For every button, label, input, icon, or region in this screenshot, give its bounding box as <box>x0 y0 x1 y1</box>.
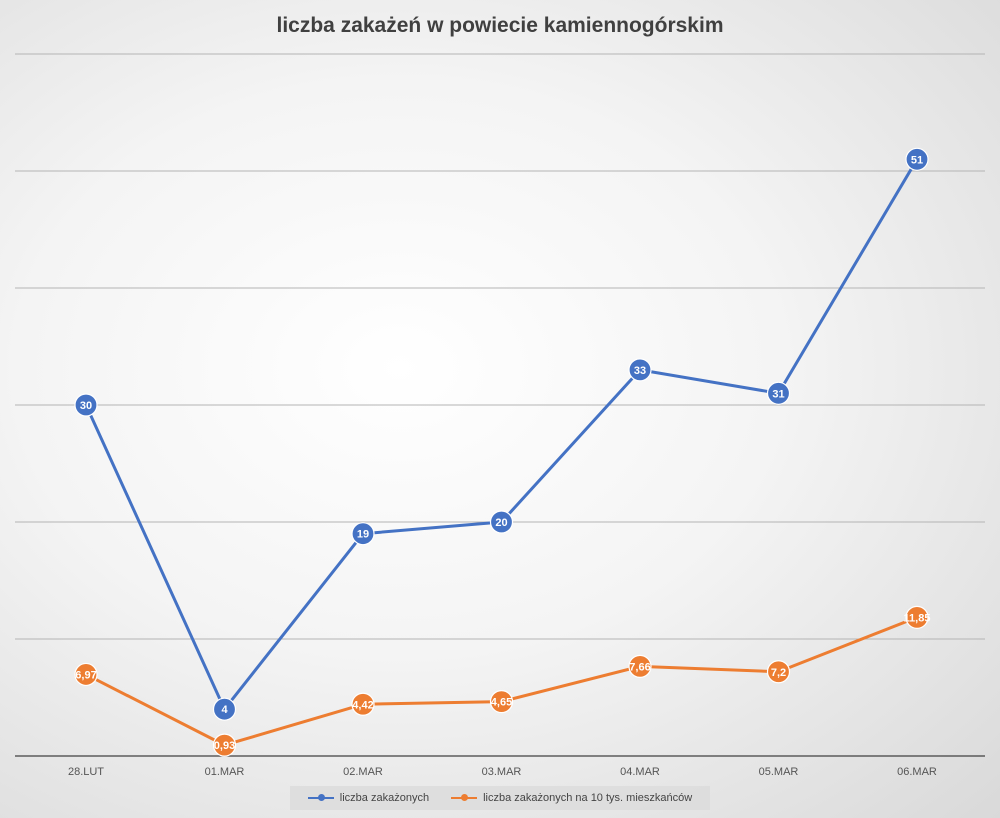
legend-label-series-2: liczba zakażonych na 10 tys. mieszkańców <box>483 792 693 804</box>
data-label-s2-5: 7,2 <box>771 667 786 679</box>
data-label-s2-4: 7,66 <box>629 661 650 673</box>
legend-label-series-1: liczba zakażonych <box>339 792 430 804</box>
data-point-s2-2 <box>351 692 375 716</box>
data-label-s2-1: 0,93 <box>214 740 235 752</box>
data-label-s1-5: 31 <box>772 388 784 400</box>
legend-swatch-series-1 <box>307 794 334 801</box>
legend: liczba zakażonych liczba zakażonych na 1… <box>290 786 710 810</box>
legend-swatch-series-2 <box>451 794 478 801</box>
x-tick-label-6: 06.MAR <box>897 766 937 778</box>
data-label-s1-4: 33 <box>634 365 646 377</box>
data-label-s1-0: 30 <box>80 400 92 412</box>
x-tick-label-1: 01.MAR <box>205 766 245 778</box>
data-label-s2-2: 4,42 <box>352 699 373 711</box>
data-point-s2-6 <box>905 605 929 629</box>
data-point-s2-1 <box>212 733 237 757</box>
x-tick-label-5: 05.MAR <box>759 766 799 778</box>
data-label-s1-1: 4 <box>221 704 228 716</box>
x-tick-label-2: 02.MAR <box>343 766 383 778</box>
data-label-s1-6: 51 <box>911 154 923 166</box>
data-point-s1-0 <box>74 393 98 417</box>
legend-item-series-1: liczba zakażonych <box>307 792 430 804</box>
x-tick-label-4: 04.MAR <box>620 766 660 778</box>
chart-title: liczba zakażeń w powiecie kamiennogórski… <box>276 14 724 37</box>
data-label-s2-0: 6,97 <box>75 669 96 681</box>
data-label-s2-3: 4,65 <box>491 697 512 709</box>
data-label-s1-3: 20 <box>495 517 507 529</box>
legend-item-series-2: liczba zakażonych na 10 tys. mieszkańców <box>451 792 692 804</box>
data-point-s2-4 <box>628 654 652 678</box>
data-label-s2-6: 11,85 <box>904 612 931 624</box>
data-point-s2-0 <box>74 662 98 687</box>
x-tick-label-3: 03.MAR <box>482 766 522 778</box>
x-tick-label-0: 28.LUT <box>68 766 104 778</box>
data-point-s2-3 <box>489 689 514 714</box>
data-point-s1-6 <box>905 147 929 171</box>
data-point-s1-1 <box>212 697 237 721</box>
data-point-s1-2 <box>351 522 375 546</box>
data-point-s2-5 <box>766 660 791 684</box>
data-point-s1-4 <box>628 358 652 382</box>
data-point-s1-5 <box>766 381 791 405</box>
data-point-s1-3 <box>489 510 514 534</box>
series-line-1 <box>84 158 919 711</box>
data-label-s1-2: 19 <box>357 529 369 541</box>
